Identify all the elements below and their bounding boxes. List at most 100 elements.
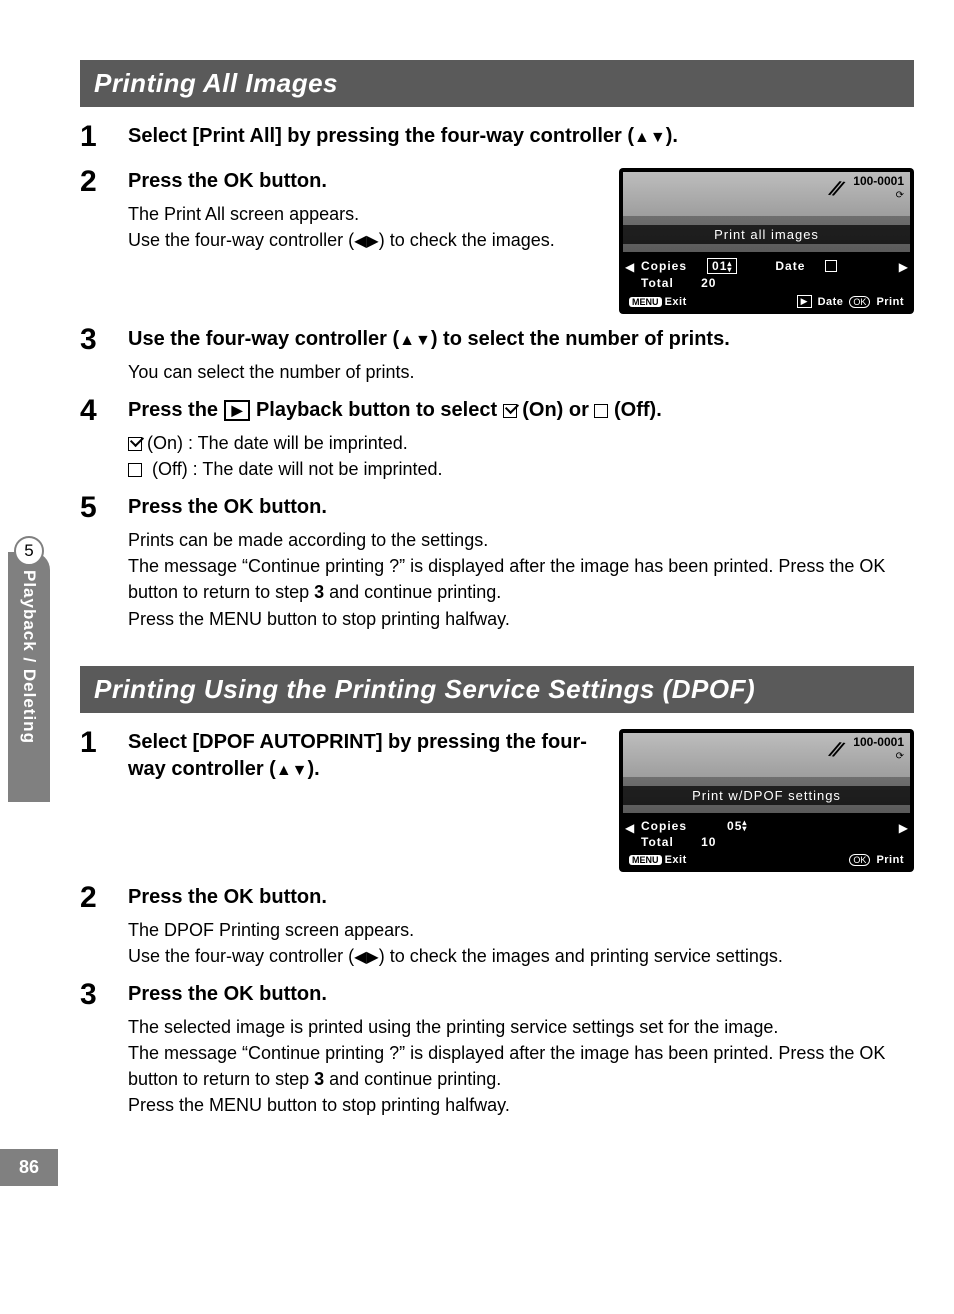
lcd-screenshot-dpof: ∕∕ 100-0001 ⟳ Print w/DPOF settings ◀ ▶ …	[619, 729, 914, 872]
step-title: Press the OK button.	[128, 884, 914, 911]
section2-steps: 1 Select [DPOF AUTOPRINT] by pressing th…	[80, 725, 914, 1119]
step-number: 1	[80, 119, 128, 156]
desc-text: The DPOF Printing screen appears.	[128, 920, 414, 940]
step-title: Press the OK button.	[128, 981, 914, 1008]
left-arrow-icon: ◀	[625, 260, 634, 274]
updown-icon: ▴▾	[742, 820, 747, 832]
lcd-total-value: 10	[701, 835, 716, 849]
step-title-text: ) to select the number of prints.	[431, 328, 730, 350]
empty-box-icon	[128, 463, 142, 477]
step-title-text: (On) or	[517, 399, 595, 421]
up-down-icon: ▲▼	[634, 129, 666, 146]
lcd-image-area: ∕∕ 100-0001 ⟳ Print w/DPOF settings	[623, 733, 910, 813]
lcd-copies-label: Copies	[641, 259, 687, 273]
pictbridge-icon: ∕∕	[831, 176, 842, 203]
section-header-printing-all: Printing All Images	[80, 60, 914, 107]
ok-pill: OK	[849, 296, 870, 308]
desc-text: The selected image is printed using the …	[128, 1017, 778, 1037]
step-title: Press the OK button.	[128, 494, 914, 521]
step-title-text: Select [DPOF AUTOPRINT] by pressing the …	[128, 731, 587, 780]
step-title: Use the four-way controller (▲▼) to sele…	[128, 326, 914, 353]
play-icon: ▶	[797, 295, 812, 308]
step-title-text: Press the	[128, 399, 224, 421]
step-number: 2	[80, 164, 128, 314]
lcd-total-label: Total	[641, 835, 674, 849]
step-title-text: Use the four-way controller (	[128, 328, 399, 350]
lcd-exit-label: Exit	[665, 854, 687, 866]
lcd-file-counter: 100-0001	[853, 735, 904, 749]
page-number: 86	[0, 1149, 58, 1186]
step: 1 Select [DPOF AUTOPRINT] by pressing th…	[80, 725, 914, 872]
desc-text: The message “Continue printing ?” is dis…	[128, 556, 885, 602]
step-title-text: (Off).	[608, 399, 661, 421]
desc-text: The Print All screen appears.	[128, 204, 359, 224]
ok-pill: OK	[849, 854, 870, 866]
lcd-bottom-bar: MENU Exit ▶ Date OK Print	[623, 292, 910, 310]
step-title: Press the ▶ Playback button to select (O…	[128, 397, 914, 424]
updown-icon: ▴▾	[727, 261, 732, 273]
lcd-banner: Print all images	[623, 225, 910, 244]
lcd-total-value: 20	[701, 276, 716, 290]
step-title-text: Select [Print All] by pressing the four-…	[128, 125, 634, 147]
menu-pill: MENU	[629, 855, 662, 865]
checked-box-icon	[503, 404, 517, 418]
right-arrow-icon: ▶	[899, 821, 908, 835]
step: 2 Press the OK button. The Print All scr…	[80, 164, 914, 314]
checked-box-icon	[128, 437, 142, 451]
desc-text: Press the MENU button to stop printing h…	[128, 1095, 510, 1115]
lcd-bottom-bar: MENU Exit OK Print	[623, 851, 910, 868]
step: 1 Select [Print All] by pressing the fou…	[80, 119, 914, 156]
desc-text: and continue printing.	[324, 1069, 501, 1089]
step-title: Press the OK button.	[128, 168, 609, 195]
lcd-settings-row: ◀ ▶ Copies 01▴▾ Date Total 20	[623, 254, 910, 292]
desc-text: The message “Continue printing ?” is dis…	[128, 1043, 885, 1089]
step-desc: The DPOF Printing screen appears. Use th…	[128, 917, 914, 969]
up-down-icon: ▲▼	[399, 332, 431, 349]
lcd-copies-value: 05▴▾	[727, 819, 747, 833]
right-arrow-icon: ▶	[899, 260, 908, 274]
lcd-screenshot-print-all: ∕∕ 100-0001 ⟳ Print all images ◀ ▶ Copie…	[619, 168, 914, 314]
desc-text: (On) : The date will be imprinted.	[142, 433, 408, 453]
desc-text: Use the four-way controller (	[128, 946, 354, 966]
lcd-image-area: ∕∕ 100-0001 ⟳ Print all images	[623, 172, 910, 252]
step-title: Select [Print All] by pressing the four-…	[128, 123, 914, 150]
pictbridge-icon: ∕∕	[831, 736, 842, 763]
lcd-date-btn: Date	[818, 296, 844, 308]
step: 3 Use the four-way controller (▲▼) to se…	[80, 322, 914, 385]
chapter-number-badge: 5	[14, 536, 44, 566]
step-number: 1	[80, 725, 128, 872]
rotate-icon: ⟳	[896, 190, 904, 201]
desc-text: and continue printing.	[324, 582, 501, 602]
desc-text: ) to check the images and printing servi…	[379, 946, 783, 966]
step: 2 Press the OK button. The DPOF Printing…	[80, 880, 914, 969]
lcd-copies-label: Copies	[641, 819, 687, 833]
lcd-print-btn: Print	[876, 854, 904, 866]
step-title: Select [DPOF AUTOPRINT] by pressing the …	[128, 729, 609, 783]
step-number: 3	[80, 322, 128, 385]
desc-text: (Off) : The date will not be imprinted.	[147, 459, 442, 479]
desc-bold: 3	[314, 582, 324, 602]
lcd-date-checkbox	[825, 260, 837, 272]
lcd-banner: Print w/DPOF settings	[623, 786, 910, 805]
step-desc: (On) : The date will be imprinted. (Off)…	[128, 430, 914, 482]
up-down-icon: ▲▼	[276, 762, 308, 779]
step: 3 Press the OK button. The selected imag…	[80, 977, 914, 1118]
section-header-dpof: Printing Using the Printing Service Sett…	[80, 666, 914, 713]
step-desc: Prints can be made according to the sett…	[128, 527, 914, 631]
step-title-text: ).	[307, 758, 319, 780]
desc-text: Press the MENU button to stop printing h…	[128, 609, 510, 629]
step-title-text: ).	[666, 125, 678, 147]
lcd-exit-label: Exit	[665, 296, 687, 308]
lcd-print-btn: Print	[876, 296, 904, 308]
step: 4 Press the ▶ Playback button to select …	[80, 393, 914, 482]
step-number: 2	[80, 880, 128, 969]
step-number: 5	[80, 490, 128, 631]
step: 5 Press the OK button. Prints can be mad…	[80, 490, 914, 631]
lcd-copies-value: 01▴▾	[707, 258, 737, 274]
left-arrow-icon: ◀	[625, 821, 634, 835]
lcd-file-counter: 100-0001	[853, 174, 904, 188]
desc-text: ) to check the images.	[379, 230, 555, 250]
empty-box-icon	[594, 404, 608, 418]
step-desc: The selected image is printed using the …	[128, 1014, 914, 1118]
menu-pill: MENU	[629, 297, 662, 307]
